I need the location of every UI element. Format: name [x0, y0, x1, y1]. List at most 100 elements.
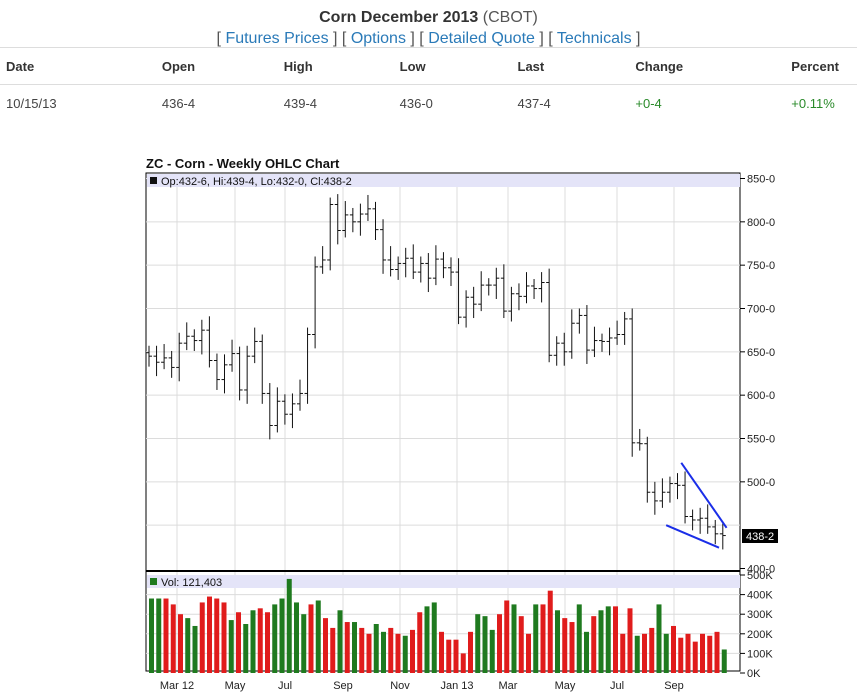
y-tick-label: 550-0 — [747, 434, 775, 446]
volume-bar — [431, 602, 437, 673]
quote-row: 10/15/13 436-4 439-4 436-0 437-4 +0-4 +0… — [0, 85, 857, 122]
vol-tick-label: 400K — [747, 590, 773, 602]
col-last: Last — [511, 47, 630, 85]
ohlc-bar — [508, 286, 515, 322]
ohlc-bar — [712, 519, 719, 545]
ohlc-bar — [651, 481, 658, 515]
y-tick-label: 850-0 — [747, 174, 775, 186]
ohlc-bar — [689, 509, 696, 531]
cell-low: 436-0 — [399, 95, 433, 111]
volume-bar — [547, 590, 553, 673]
ohlc-bar — [417, 256, 424, 283]
link-futures-prices[interactable]: Futures Prices — [225, 30, 329, 47]
ohlc-bar — [357, 203, 364, 236]
ohlc-bar — [493, 267, 500, 299]
x-tick-label: Jul — [278, 680, 292, 692]
volume-bar — [192, 625, 198, 673]
volume-bar — [468, 631, 473, 673]
volume-bar — [149, 598, 154, 673]
last-price-box — [742, 529, 778, 543]
volume-bar — [279, 598, 285, 673]
time-axis: Mar 12 May Jul Sep Nov Jan 13 Mar May Jul Sep — [160, 680, 684, 692]
volume-bar — [497, 614, 502, 673]
ohlc-bar — [425, 253, 432, 293]
ohlc-bar — [380, 219, 387, 274]
ohlc-bar — [568, 309, 575, 359]
volume-bar — [591, 616, 597, 673]
volume-bar — [243, 624, 249, 673]
volume-bar — [410, 629, 415, 673]
ohlc-bar — [644, 436, 651, 503]
volume-bar — [475, 614, 481, 673]
ohlc-bar — [289, 393, 296, 429]
volume-bar — [272, 604, 278, 673]
last-price-label: 438-2 — [746, 531, 774, 543]
cell-change: +0-4 — [635, 95, 662, 111]
ohlc-bar — [538, 272, 545, 303]
ohlc-bar — [432, 245, 439, 286]
ohlc-bar — [266, 383, 273, 440]
ohlc-bar — [719, 523, 726, 550]
ohlc-bar — [364, 194, 371, 221]
ohlc-bar — [682, 471, 689, 524]
ohlc-bar — [244, 345, 251, 404]
link-technicals[interactable]: Technicals — [556, 30, 632, 47]
col-date: Date — [0, 47, 156, 85]
ohlc-bar — [334, 194, 341, 245]
x-tick-label: Jul — [610, 680, 624, 692]
trendline — [680, 462, 728, 529]
volume-bar — [605, 606, 611, 673]
volume-bar — [555, 610, 560, 673]
ohlc-bar — [583, 305, 590, 364]
volume-axis: 500K 400K 300K 200K 100K 0K — [740, 570, 773, 680]
y-tick-label: 700-0 — [747, 304, 775, 316]
volume-bar — [163, 598, 169, 673]
volume-bar — [207, 596, 212, 673]
ohlc-bar — [251, 327, 258, 364]
volume-bar — [453, 639, 459, 673]
volume-bar — [576, 604, 582, 673]
volume-bar — [301, 614, 307, 673]
volume-bar — [156, 598, 162, 673]
volume-bar — [402, 635, 408, 673]
volume-bar — [620, 633, 626, 673]
ohlc-bar — [455, 258, 462, 325]
volume-bar — [562, 618, 568, 673]
ohlc-bar — [395, 256, 402, 280]
volume-bar — [185, 618, 191, 673]
col-open: Open — [155, 47, 278, 85]
volume-bar — [359, 627, 365, 673]
ohlc-bar — [161, 344, 168, 370]
price-info-band — [147, 174, 740, 187]
ohlc-bar — [304, 327, 311, 404]
y-tick-label: 650-0 — [747, 347, 775, 359]
page-header: Corn December 2013 (CBOT) [ Futures Pric… — [0, 8, 857, 49]
volume-bar — [569, 622, 575, 673]
volume-bar — [518, 616, 524, 673]
volume-bar — [228, 620, 234, 673]
volume-bar — [417, 612, 423, 673]
y-tick-label: 800-0 — [747, 217, 775, 229]
volume-bar — [221, 602, 227, 673]
cell-percent: +0.11% — [791, 95, 835, 111]
trendline — [665, 524, 720, 549]
link-options[interactable]: Options — [350, 30, 406, 47]
price-axis: 850-0 800-0 750-0 700-0 650-0 600-0 550-0 500-0… — [740, 174, 775, 576]
volume-info-text: Vol: 121,403 — [161, 577, 222, 589]
volume-bar — [598, 610, 604, 673]
volume-bar — [315, 600, 321, 673]
x-tick-label: Mar — [499, 680, 518, 692]
volume-bar — [700, 633, 705, 673]
ohlc-bar — [553, 336, 560, 366]
link-detailed-quote[interactable]: Detailed Quote — [428, 30, 535, 47]
ohlc-bar — [621, 311, 628, 345]
volume-bar — [286, 578, 292, 673]
vol-tick-label: 200K — [747, 629, 773, 641]
volume-bar — [511, 604, 517, 673]
ohlc-bar — [599, 333, 605, 352]
ohlc-bar — [319, 246, 326, 274]
chart-title: ZC - Corn - Weekly OHLC Chart — [146, 156, 340, 171]
ohlc-bar — [500, 264, 507, 319]
y-tick-label: 750-0 — [747, 260, 775, 272]
